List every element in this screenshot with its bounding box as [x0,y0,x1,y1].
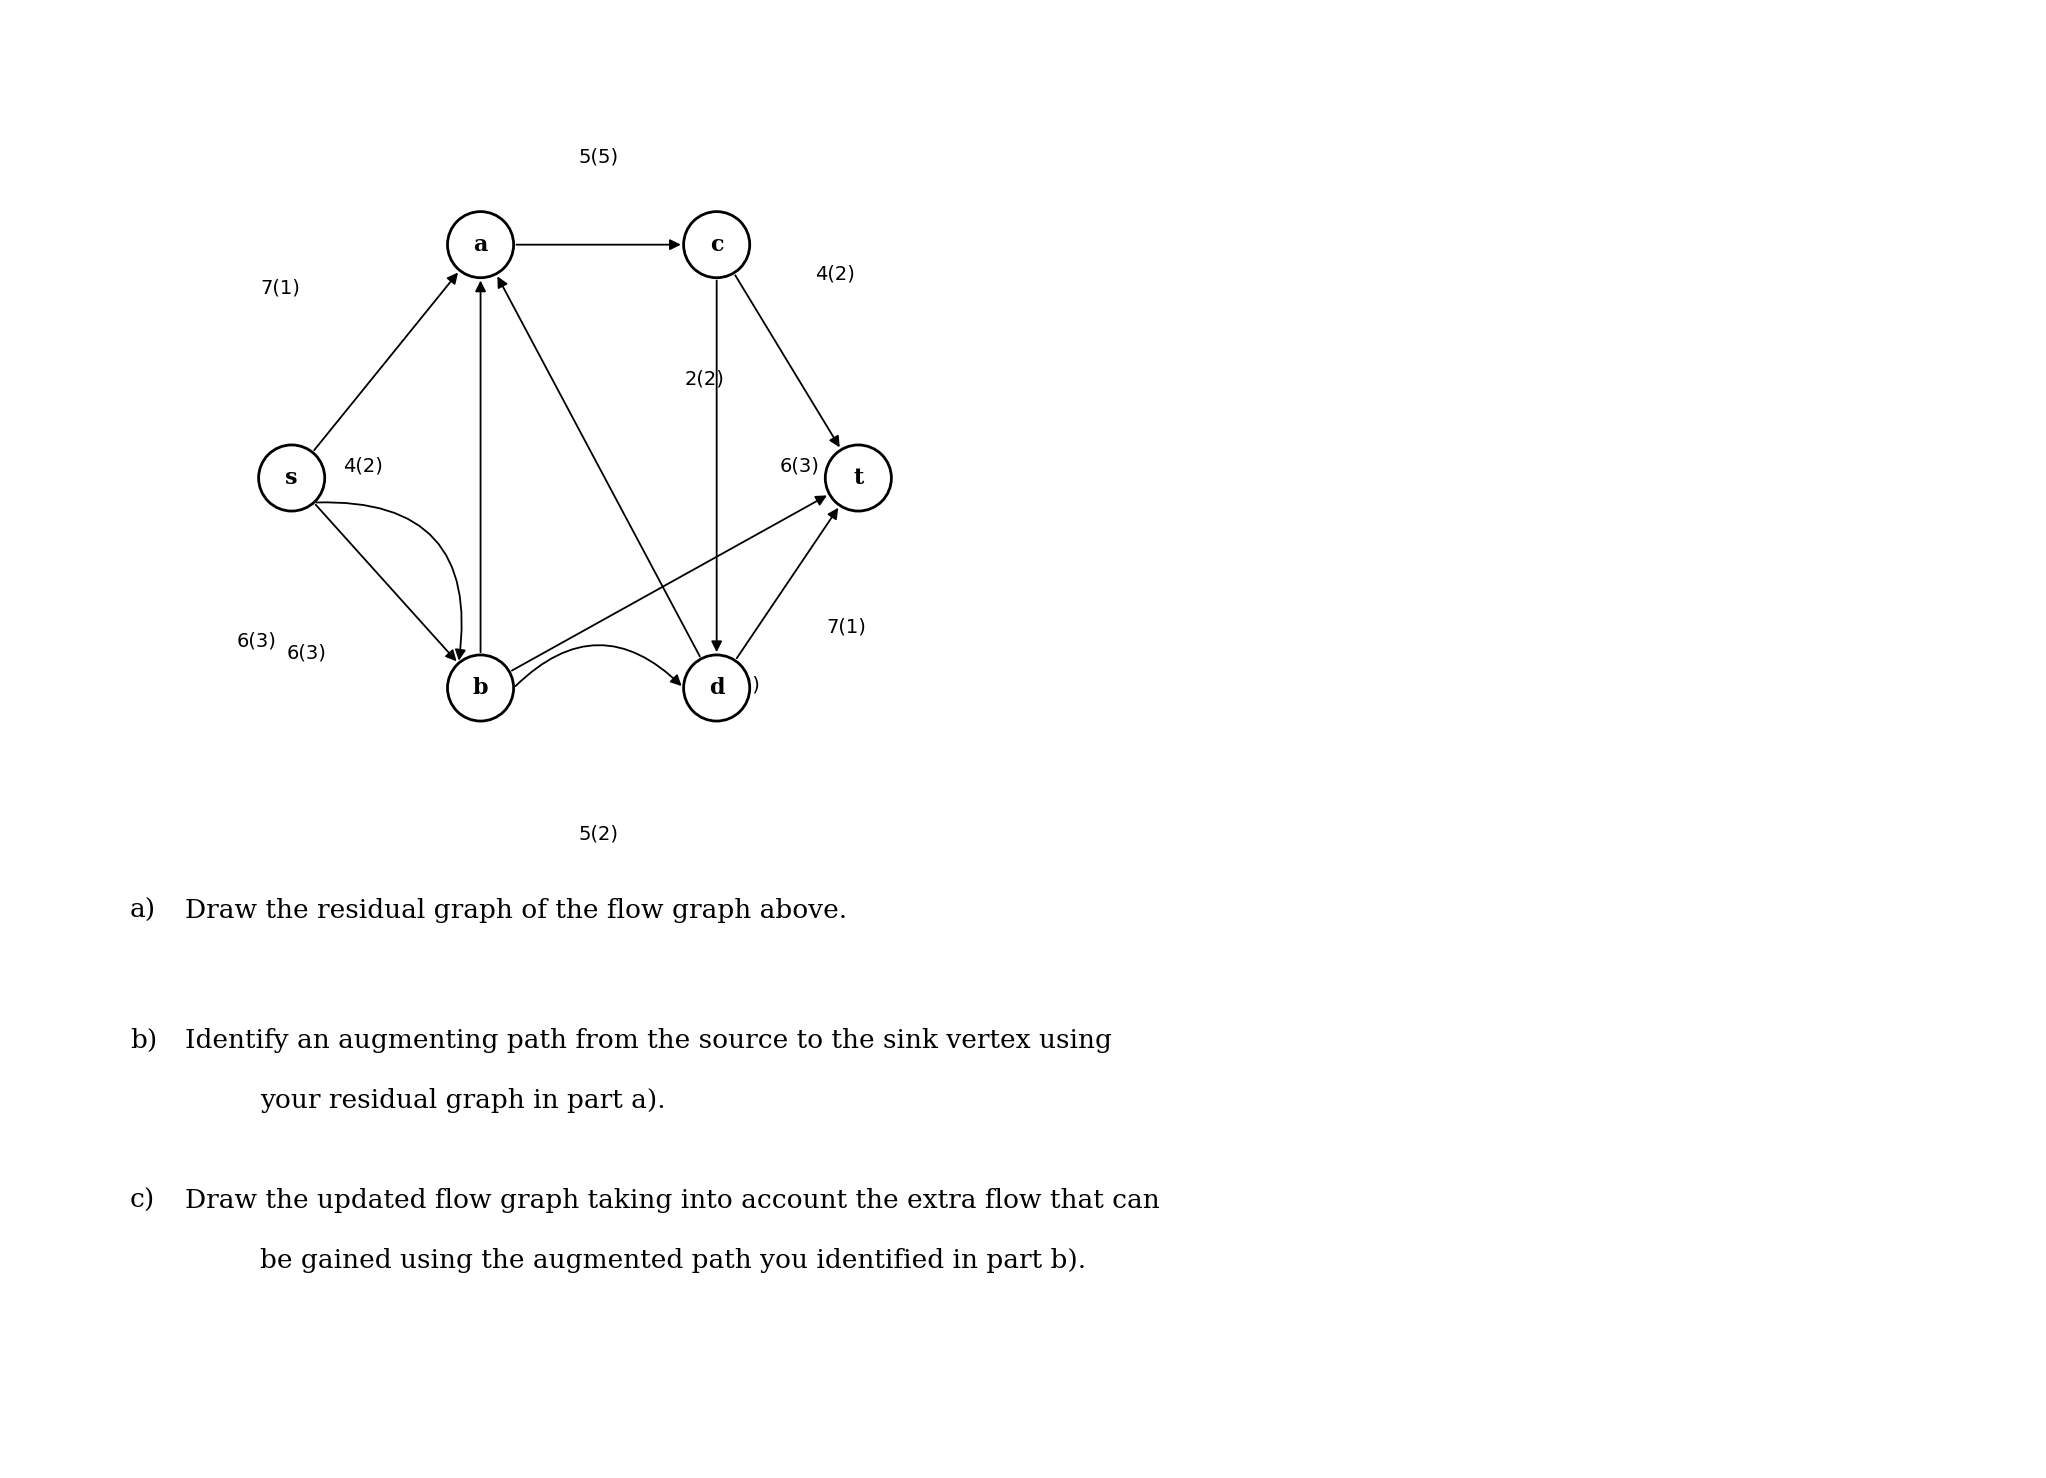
Text: 6(3): 6(3) [235,631,276,650]
Text: be gained using the augmented path you identified in part b).: be gained using the augmented path you i… [260,1247,1086,1273]
Text: 7(1): 7(1) [827,618,865,636]
Text: 3(3): 3(3) [720,675,761,695]
Text: 5(5): 5(5) [579,148,618,167]
Text: b): b) [131,1029,158,1052]
Text: Identify an augmenting path from the source to the sink vertex using: Identify an augmenting path from the sou… [184,1029,1111,1052]
Text: 7(1): 7(1) [260,279,301,299]
Text: a: a [473,234,487,256]
Text: Draw the residual graph of the flow graph above.: Draw the residual graph of the flow grap… [184,899,847,922]
Text: Draw the updated flow graph taking into account the extra flow that can: Draw the updated flow graph taking into … [184,1188,1160,1213]
Circle shape [448,655,514,721]
Circle shape [258,445,325,511]
Circle shape [448,211,514,278]
Circle shape [683,211,749,278]
Text: 6(3): 6(3) [780,457,818,476]
Text: c: c [710,234,724,256]
Text: 2(2): 2(2) [685,370,724,389]
Text: a): a) [131,899,155,922]
Text: 4(2): 4(2) [814,265,855,284]
Text: c): c) [131,1188,155,1213]
Circle shape [683,655,749,721]
Text: s: s [284,467,299,489]
Text: 5(2): 5(2) [579,825,618,844]
Text: your residual graph in part a).: your residual graph in part a). [260,1088,665,1113]
Text: 6(3): 6(3) [286,643,325,662]
Text: t: t [853,467,863,489]
Circle shape [825,445,892,511]
Text: 4(2): 4(2) [342,457,383,476]
Text: d: d [708,677,724,699]
Text: b: b [473,677,489,699]
